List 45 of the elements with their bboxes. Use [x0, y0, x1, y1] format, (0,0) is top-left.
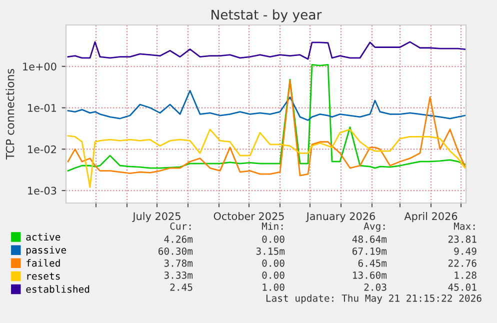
text: 2.45: [170, 283, 192, 291]
y-tick-label: 1e+00: [23, 62, 56, 70]
text: 45.01: [448, 283, 476, 291]
text: 67.19m: [352, 247, 387, 255]
line-series: [67, 128, 466, 188]
line-series: [67, 41, 466, 60]
x-tick-label: January 2026: [306, 212, 375, 222]
y-axis-title: TCP connections: [6, 68, 14, 160]
text: Min:: [262, 222, 283, 230]
text: 60.30m: [158, 247, 193, 255]
text: 9.49: [454, 247, 476, 255]
text: 0.00: [262, 259, 284, 267]
y-tick-label: 1e-03: [28, 186, 56, 195]
line-series: [67, 90, 466, 121]
text: 48.64m: [352, 235, 387, 243]
text: Max:: [454, 222, 475, 230]
text: 3.33m: [164, 271, 193, 279]
text: 6.45m: [358, 259, 387, 267]
text: 3.15m: [256, 247, 285, 255]
legend-label: failed: [26, 259, 60, 267]
y-tick-label: 1e-01: [28, 104, 56, 112]
legend-label: active: [26, 233, 60, 241]
text: 3.78m: [164, 259, 193, 267]
text: 23.81: [448, 235, 476, 243]
x-tick-label: July 2025: [132, 212, 180, 222]
text: 4.26m: [164, 235, 193, 243]
line-series: [67, 64, 466, 172]
line-series: [67, 80, 466, 176]
text: 0.00: [262, 271, 284, 279]
text: 22.76: [448, 259, 476, 267]
legend-label: resets: [27, 272, 60, 280]
text: Avg:: [364, 222, 385, 232]
text: 1.00: [262, 283, 284, 291]
text: Last update: Thu May 21 21:15:22 2026: [266, 294, 482, 304]
x-tick-label: October 2025: [214, 212, 284, 220]
text: 0.00: [262, 235, 284, 243]
text: 13.60m: [353, 271, 387, 279]
text: 2.03: [364, 283, 386, 291]
text: Cur:: [170, 222, 191, 230]
y-tick-label: 1e-02: [28, 145, 56, 154]
text: 1.28: [454, 271, 476, 279]
x-tick-label: April 2026: [404, 212, 458, 222]
legend-label: passive: [26, 246, 66, 256]
legend-label: established: [26, 285, 90, 293]
chart-title: Netstat - by year: [212, 9, 322, 22]
